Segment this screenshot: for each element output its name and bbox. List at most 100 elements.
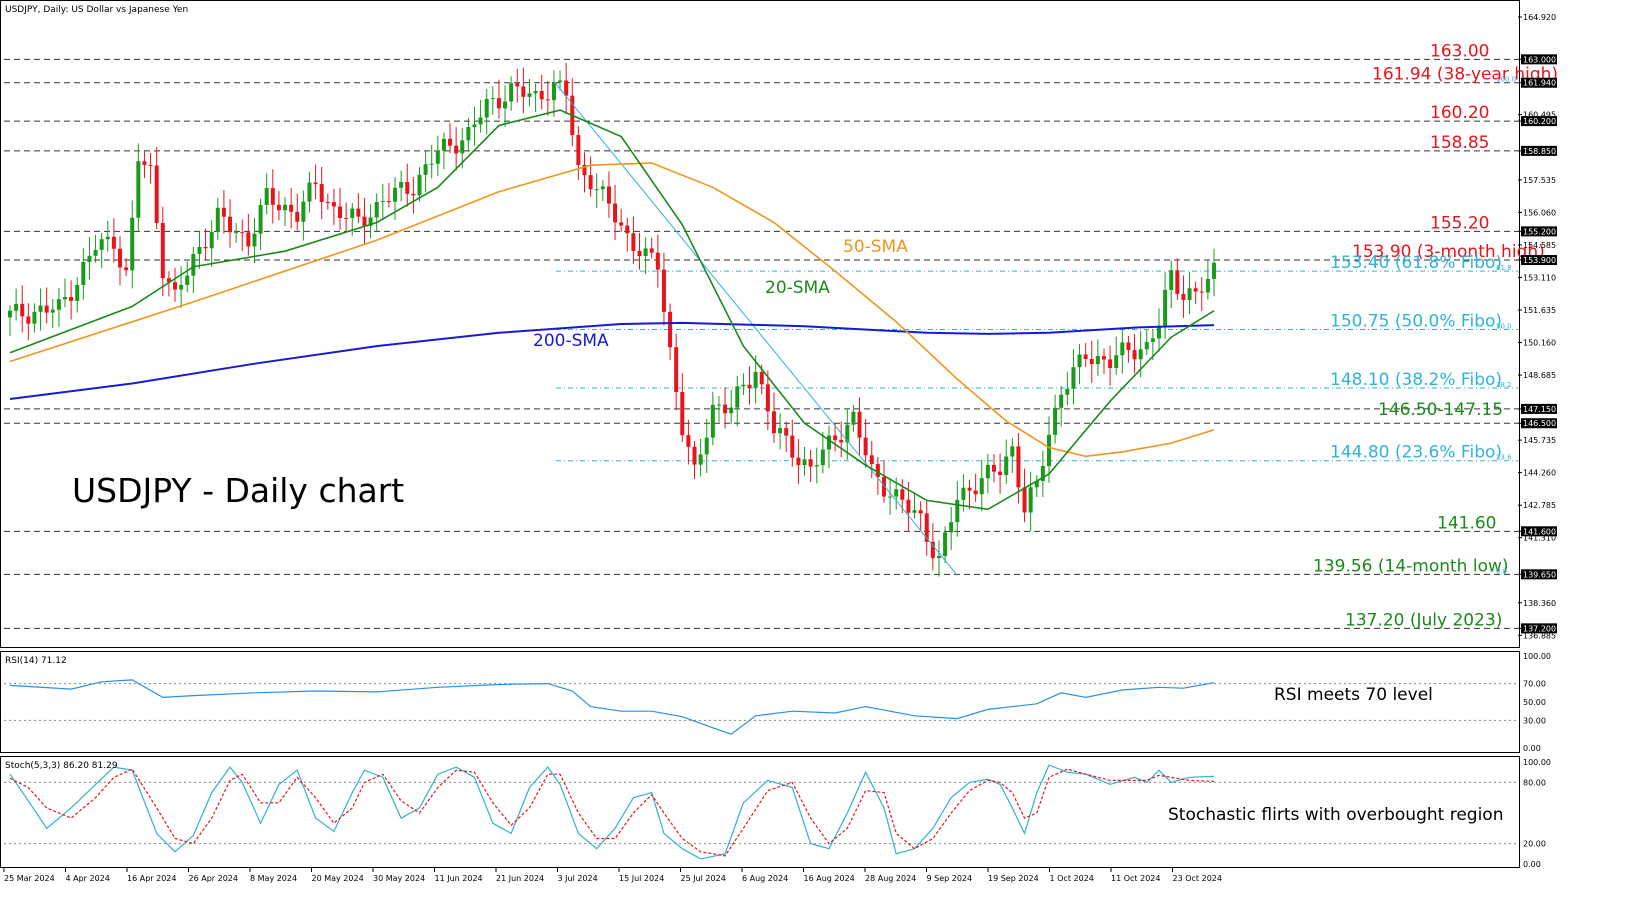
candle-body <box>545 99 550 101</box>
price-tag-label: 139.650 <box>1523 570 1556 579</box>
candle <box>930 523 935 571</box>
x-axis-label: 25 Jul 2024 <box>681 874 726 883</box>
candle <box>1108 345 1113 386</box>
candle-body <box>179 284 184 290</box>
candle-body <box>197 247 202 254</box>
candle-body <box>423 164 428 175</box>
candle <box>1071 349 1076 405</box>
candle <box>1095 339 1100 376</box>
candle <box>771 392 776 443</box>
candle-body <box>875 464 880 478</box>
candle-body <box>979 478 984 495</box>
candle-body <box>606 186 611 204</box>
candle-body <box>1095 356 1100 365</box>
candle <box>503 85 508 128</box>
candle <box>735 375 740 427</box>
candle <box>331 188 336 226</box>
candle <box>1077 344 1082 385</box>
candle-body <box>344 217 349 219</box>
candle-body <box>863 437 868 456</box>
stochastic-panel[interactable] <box>0 756 1520 868</box>
candle <box>936 540 941 577</box>
candle <box>631 216 636 264</box>
candle-body <box>1077 354 1082 368</box>
candle-body <box>1126 342 1131 351</box>
candle-body <box>814 465 819 467</box>
price-axis-label: 154.585 <box>1523 241 1556 250</box>
candle <box>1175 258 1180 301</box>
candle-body <box>466 127 471 141</box>
candle <box>423 150 428 193</box>
candle-body <box>1053 407 1058 435</box>
candle <box>1205 260 1210 300</box>
price-tag-box <box>1521 623 1557 634</box>
candle-body <box>698 454 703 465</box>
candle <box>301 190 306 241</box>
candle-body <box>93 249 98 256</box>
candle <box>99 232 104 269</box>
candle <box>118 236 123 286</box>
candle-body <box>478 117 483 125</box>
candle <box>1199 277 1204 311</box>
candle <box>594 173 599 208</box>
candle-body <box>655 252 660 270</box>
x-axis-label: 15 Jul 2024 <box>619 874 664 883</box>
main-price-panel[interactable] <box>0 0 1520 648</box>
candle <box>668 303 673 360</box>
candle-body <box>985 464 990 479</box>
candle-body <box>631 233 636 251</box>
candle <box>576 125 581 180</box>
candle-body <box>490 98 495 100</box>
candle <box>1193 281 1198 304</box>
candle <box>826 425 831 469</box>
candle-body <box>441 138 446 151</box>
stoch-signal-line <box>9 768 1215 857</box>
fibo-level-tag: 50.0 <box>1496 323 1512 331</box>
candle <box>1004 439 1009 484</box>
candle <box>1144 329 1149 356</box>
window-title: USDJPY, Daily: US Dollar vs Japanese Yen <box>5 5 188 15</box>
candle-body <box>215 207 220 233</box>
candle <box>105 220 110 252</box>
candle-body <box>869 455 874 465</box>
candle-body <box>845 424 850 443</box>
candle <box>203 228 208 260</box>
candle-body <box>716 404 721 406</box>
candle <box>1114 336 1119 375</box>
candle <box>124 258 129 277</box>
level-label: 160.20 <box>1430 103 1489 123</box>
candle <box>515 68 520 103</box>
level-label: 163.00 <box>1430 41 1489 61</box>
candle-body <box>833 435 838 441</box>
candle-body <box>496 98 501 109</box>
candle-body <box>338 206 343 218</box>
price-axis-label: 164.920 <box>1523 13 1556 22</box>
x-axis-label: 6 Aug 2024 <box>742 874 788 883</box>
price-axis-label: 136.885 <box>1523 631 1556 640</box>
candle-body <box>558 80 563 83</box>
candle-body <box>26 316 31 324</box>
candle-body <box>771 411 776 434</box>
candle <box>1040 450 1045 497</box>
price-tag-box <box>1521 116 1557 127</box>
candle <box>32 303 37 333</box>
candle-body <box>790 435 795 458</box>
candle <box>221 190 226 234</box>
candle-body <box>228 216 233 233</box>
candle-body <box>448 138 453 146</box>
rsi-panel[interactable] <box>0 651 1520 753</box>
candle <box>466 117 471 152</box>
candle-body <box>209 232 214 249</box>
candle <box>160 206 165 297</box>
rsi-line <box>9 679 1215 735</box>
candle <box>729 389 734 425</box>
candle <box>820 431 825 474</box>
candle-body <box>258 204 263 234</box>
candle <box>338 187 343 230</box>
candle <box>564 62 569 115</box>
candle <box>166 271 171 297</box>
price-tag-label: 141.600 <box>1523 527 1556 536</box>
candle-body <box>142 161 147 165</box>
sma200-label: 200-SMA <box>533 331 609 351</box>
